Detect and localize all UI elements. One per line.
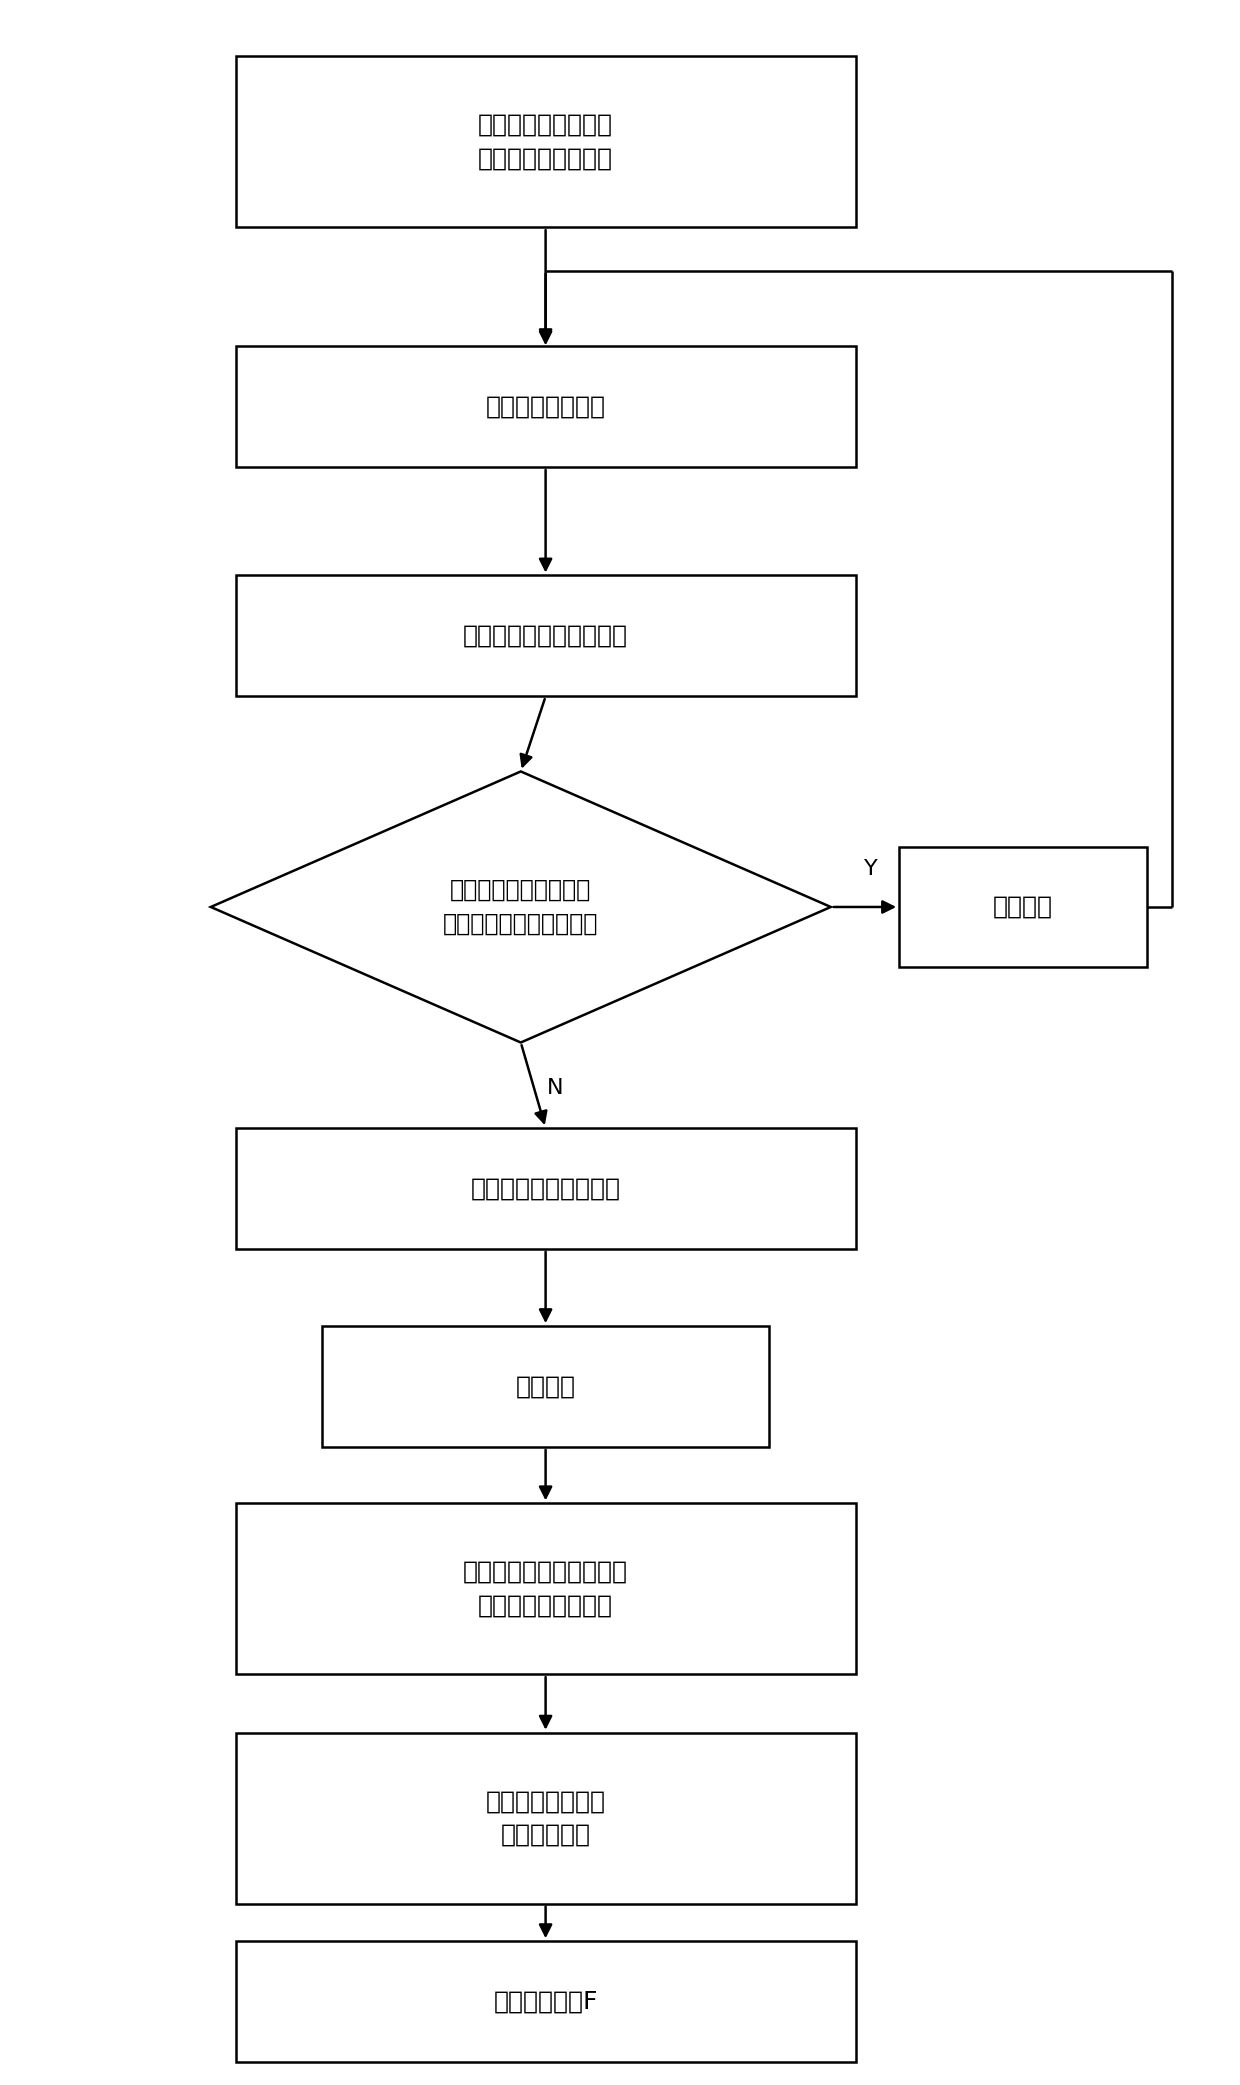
Text: N: N: [547, 1078, 564, 1099]
Text: 确定综合评分F: 确定综合评分F: [494, 1989, 598, 2014]
Text: Y: Y: [863, 859, 878, 880]
Text: 判断模拟双筒卧式气液
分离器是否发生漏气故障: 判断模拟双筒卧式气液 分离器是否发生漏气故障: [443, 878, 599, 936]
FancyBboxPatch shape: [236, 1941, 856, 2062]
FancyBboxPatch shape: [236, 1733, 856, 1904]
FancyBboxPatch shape: [236, 346, 856, 467]
FancyBboxPatch shape: [322, 1326, 769, 1447]
FancyBboxPatch shape: [236, 1128, 856, 1249]
Text: 提交实践考核操作
结束实践考核: 提交实践考核操作 结束实践考核: [486, 1789, 605, 1847]
Text: 模拟双筒卧式气液分离器
停止工作并数据记录: 模拟双筒卧式气液分离器 停止工作并数据记录: [463, 1560, 629, 1618]
FancyBboxPatch shape: [236, 575, 856, 696]
FancyBboxPatch shape: [899, 847, 1147, 967]
Text: 故障排查: 故障排查: [993, 894, 1053, 919]
Text: 双筒卧式气液分离器
教学理论授课及考核: 双筒卧式气液分离器 教学理论授课及考核: [479, 113, 613, 171]
Text: 准备实践开始工作: 准备实践开始工作: [486, 394, 605, 419]
FancyBboxPatch shape: [236, 1503, 856, 1674]
FancyBboxPatch shape: [236, 56, 856, 227]
Text: 准备废液开始排放工作: 准备废液开始排放工作: [471, 1176, 620, 1201]
Text: 通入原气及收集净化气体: 通入原气及收集净化气体: [463, 623, 629, 648]
Text: 排放废液: 排放废液: [516, 1374, 575, 1399]
Polygon shape: [211, 771, 831, 1042]
